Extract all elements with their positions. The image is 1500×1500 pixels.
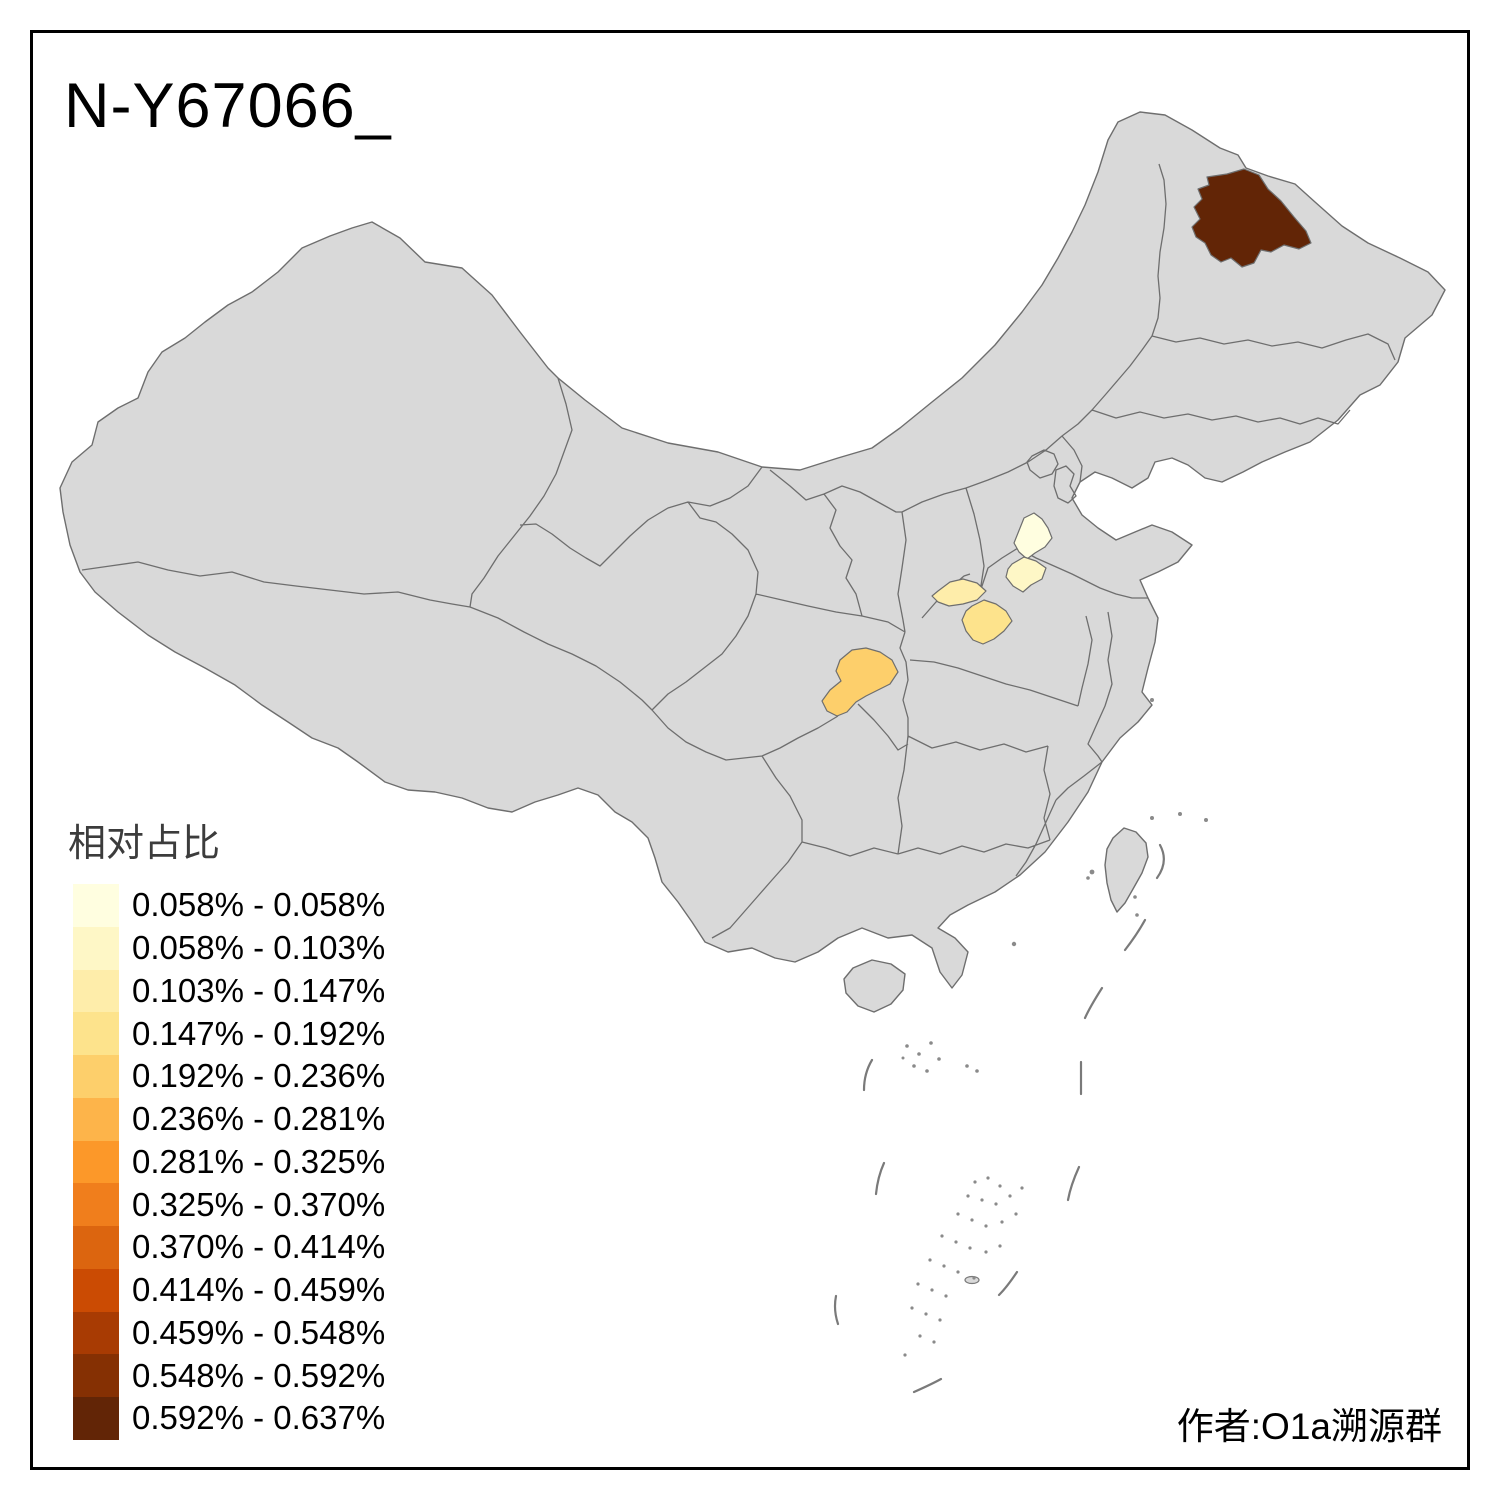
legend-swatch	[73, 969, 119, 1013]
region-northeast-heilongjiang	[1191, 168, 1312, 268]
hainan-island	[843, 959, 906, 1013]
legend-swatch	[73, 1354, 119, 1397]
legend-row: 0.370% - 0.414%	[73, 1226, 385, 1269]
legend-swatch	[73, 1140, 119, 1184]
legend-label: 0.414% - 0.459%	[132, 1271, 386, 1309]
province-borders	[81, 163, 1396, 939]
legend-row: 0.058% - 0.103%	[73, 926, 386, 970]
legend-row: 0.192% - 0.236%	[73, 1055, 385, 1098]
legend-row: 0.058% - 0.058%	[73, 884, 385, 927]
legend-label: 0.058% - 0.058%	[132, 886, 386, 924]
legend-swatch	[73, 1097, 119, 1141]
legend-row: 0.325% - 0.370%	[73, 1183, 385, 1226]
legend-swatch	[73, 1397, 119, 1440]
legend-swatch	[73, 1055, 119, 1098]
legend-row: 0.459% - 0.548%	[73, 1311, 386, 1355]
legend-label: 0.103% - 0.147%	[132, 971, 386, 1009]
plot-frame	[30, 30, 1470, 1470]
region-central-plain-1	[1013, 512, 1053, 560]
legend-label: 0.192% - 0.236%	[132, 1057, 386, 1095]
legend-row: 0.103% - 0.147%	[73, 969, 386, 1013]
legend-row: 0.414% - 0.459%	[73, 1268, 386, 1312]
china-mainland	[59, 111, 1446, 989]
highlighted-regions	[821, 168, 1312, 717]
region-chongqing	[821, 647, 899, 717]
legend-row: 0.236% - 0.281%	[73, 1097, 386, 1141]
legend-swatch	[73, 884, 119, 927]
legend-row: 0.281% - 0.325%	[73, 1140, 386, 1184]
legend-label: 0.058% - 0.103%	[132, 929, 386, 967]
legend-swatch	[73, 1012, 119, 1055]
nine-dash-line	[833, 843, 1165, 1394]
legend-label: 0.147% - 0.192%	[132, 1014, 386, 1052]
islands	[843, 827, 1149, 1285]
page-title: N-Y67066_	[64, 71, 392, 141]
legend: 0.058% - 0.058% 0.058% - 0.103% 0.103% -…	[73, 884, 385, 1440]
legend-label: 0.281% - 0.325%	[132, 1142, 386, 1180]
legend-row: 0.548% - 0.592%	[73, 1354, 385, 1397]
legend-swatch	[73, 1226, 119, 1269]
legend-swatch	[73, 1268, 119, 1312]
region-central-plain-2	[1005, 556, 1047, 593]
legend-label: 0.592% - 0.637%	[132, 1399, 386, 1437]
legend-row: 0.592% - 0.637%	[73, 1397, 385, 1440]
legend-swatch	[73, 1183, 119, 1226]
legend-title: 相对占比	[68, 823, 221, 865]
region-central-plain-4	[961, 599, 1013, 645]
author-credit: 作者:O1a溯源群	[1176, 1406, 1442, 1447]
legend-label: 0.370% - 0.414%	[132, 1228, 386, 1266]
legend-swatch	[73, 926, 119, 970]
legend-row: 0.147% - 0.192%	[73, 1012, 385, 1055]
legend-swatch	[73, 1311, 119, 1355]
legend-label: 0.459% - 0.548%	[132, 1313, 386, 1351]
legend-label: 0.548% - 0.592%	[132, 1356, 386, 1394]
region-central-plain-3	[931, 578, 987, 607]
legend-label: 0.236% - 0.281%	[132, 1100, 386, 1138]
taiwan-island	[1104, 827, 1149, 913]
south-china-sea-islets	[901, 698, 1208, 1357]
legend-label: 0.325% - 0.370%	[132, 1185, 386, 1223]
